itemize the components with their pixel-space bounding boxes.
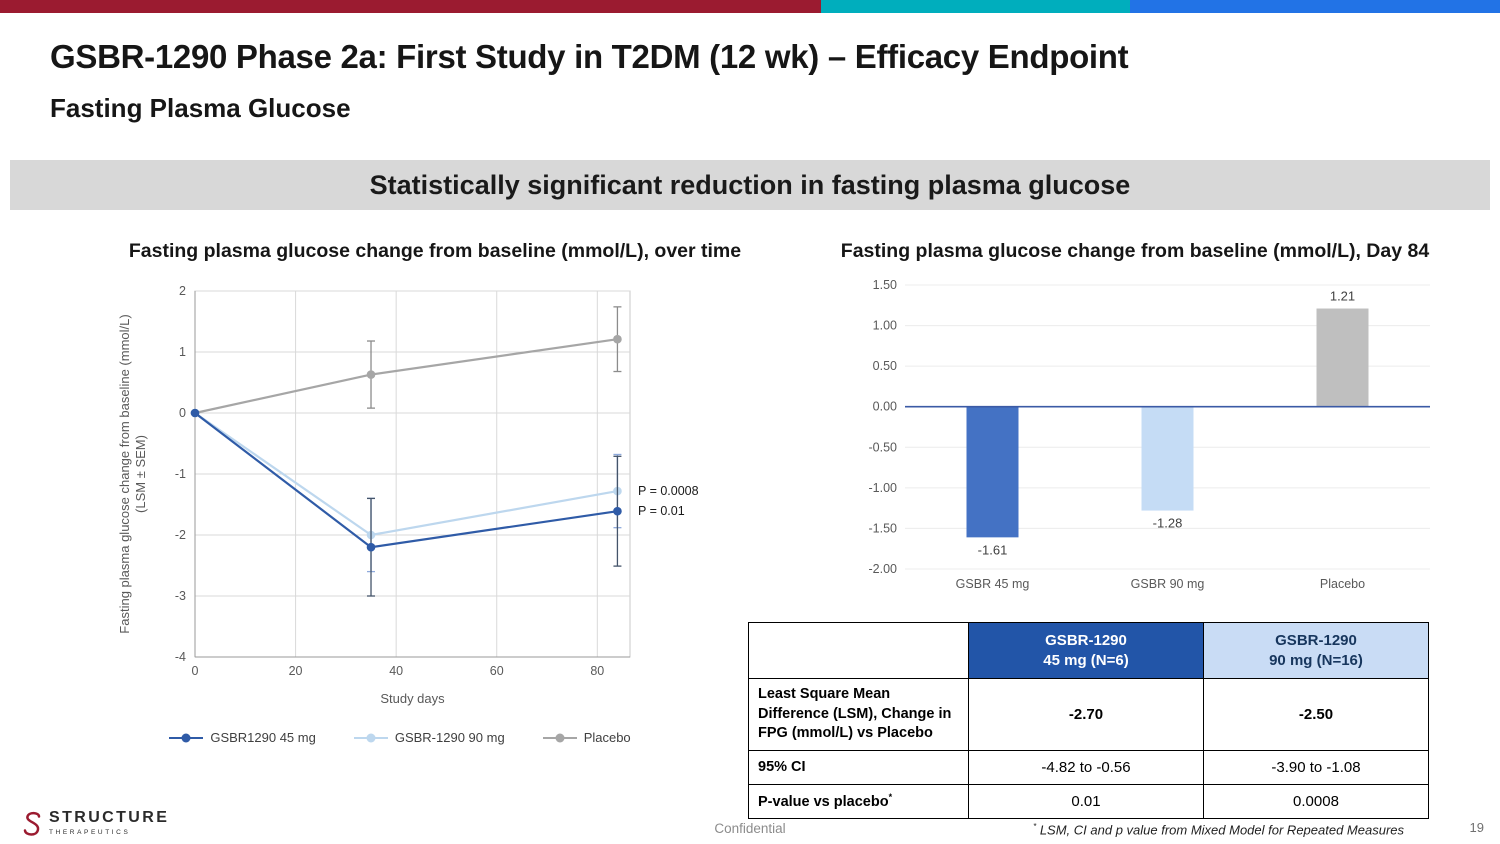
slide-title: GSBR-1290 Phase 2a: First Study in T2DM … [50,38,1129,75]
line-chart-title: Fasting plasma glucose change from basel… [128,240,742,262]
line-chart-svg: 2 1 0 -1 -2 -3 -4 0 20 40 60 80 P = 0.0008 P = 0.01 Fa… [117,284,699,706]
page-number: 19 [1469,820,1484,835]
table-cell-value: 0.0008 [1203,784,1429,819]
line-chart-legend: GSBR1290 45 mg GSBR-1290 90 mg Placebo [85,730,715,745]
legend-label: Placebo [583,730,631,745]
table-corner-cell [748,622,969,679]
svg-text:Fasting plasma glucose change: Fasting plasma glucose change from basel… [117,314,148,633]
svg-text:-2.00: -2.00 [869,562,898,576]
svg-text:GSBR 90 mg: GSBR 90 mg [1131,577,1205,591]
svg-text:-4: -4 [175,650,186,664]
structure-logo-icon [23,811,41,836]
svg-text:GSBR 45 mg: GSBR 45 mg [956,577,1030,591]
table-row-ci: 95% CI -4.82 to -0.56 -3.90 to -1.08 [748,750,1429,785]
legend-item: GSBR-1290 90 mg [353,730,505,745]
svg-text:0.00: 0.00 [873,400,897,414]
table-cell-value: -2.70 [968,678,1204,751]
svg-text:-3: -3 [175,589,186,603]
pvalue-label-text: P-value vs placebo [758,793,889,810]
svg-text:Study days: Study days [380,691,445,706]
legend-marker-icon [542,733,577,742]
legend-item: GSBR1290 45 mg [169,730,316,745]
svg-text:2: 2 [179,284,186,298]
table-cell-label: Least Square Mean Difference (LSM), Chan… [748,678,969,751]
svg-text:-1.61: -1.61 [978,542,1008,557]
bar-chart-svg: 1.50 1.00 0.50 0.00 -0.50 -1.00 -1.50 -2.00 -1.6… [869,278,1430,591]
table-row-lsm: Least Square Mean Difference (LSM), Chan… [748,678,1429,751]
footnote-star: * [1033,822,1037,831]
svg-text:1: 1 [179,345,186,359]
line-chart-section: Fasting plasma glucose change from basel… [85,240,785,745]
table-header-90mg-line2: 90 mg (N=16) [1269,651,1363,669]
svg-text:1.00: 1.00 [873,319,897,333]
svg-text:80: 80 [590,664,604,678]
table-cell-value: -4.82 to -0.56 [968,750,1204,785]
accent-segment-teal [820,0,1130,13]
table-header-45mg-line2: 45 mg (N=6) [1043,651,1129,669]
svg-text:P = 0.01: P = 0.01 [638,504,685,518]
structure-logo: STRUCTURE THERAPEUTICS [20,810,169,840]
table-cell-value: -3.90 to -1.08 [1203,750,1429,785]
table-header-90mg: GSBR-1290 90 mg (N=16) [1203,622,1429,679]
svg-text:0.50: 0.50 [873,359,897,373]
logo-name: STRUCTURE [49,809,170,826]
table-header-45mg: GSBR-1290 45 mg (N=6) [968,622,1204,679]
table-cell-label: P-value vs placebo* [748,784,969,819]
legend-marker-icon [353,733,388,742]
svg-text:-0.50: -0.50 [869,440,898,454]
svg-text:-1.28: -1.28 [1153,516,1183,531]
legend-marker-icon [169,733,204,742]
legend-label: GSBR1290 45 mg [210,730,316,745]
table-header-90mg-line1: GSBR-1290 [1275,632,1357,649]
svg-text:-1.00: -1.00 [869,481,898,495]
top-accent-bar [0,0,1500,13]
key-message-text: Statistically significant reduction in f… [369,169,1131,200]
svg-text:0: 0 [192,664,199,678]
svg-text:-2: -2 [175,528,186,542]
accent-segment-maroon [0,0,821,13]
footnote: * LSM, CI and p value from Mixed Model f… [1033,822,1404,837]
table-cell-value: -2.50 [1203,678,1429,751]
key-message-banner: Statistically significant reduction in f… [10,160,1490,210]
svg-text:P = 0.0008: P = 0.0008 [638,484,699,498]
svg-text:-1.50: -1.50 [869,521,898,535]
svg-text:1.21: 1.21 [1330,289,1355,304]
legend-item: Placebo [542,730,631,745]
slide-subtitle: Fasting Plasma Glucose [50,93,351,123]
bar-chart-title: Fasting plasma glucose change from basel… [840,240,1430,262]
logo-subtext: THERAPEUTICS [49,829,131,836]
table-cell-value: 0.01 [968,784,1204,819]
svg-text:Placebo: Placebo [1320,577,1365,591]
svg-text:0: 0 [179,406,186,420]
bar-chart-section: Fasting plasma glucose change from basel… [800,240,1470,612]
table-cell-label: 95% CI [748,750,969,785]
footnote-text: LSM, CI and p value from Mixed Model for… [1039,822,1404,838]
legend-label: GSBR-1290 90 mg [394,730,505,745]
confidential-label: Confidential [714,821,786,836]
svg-text:20: 20 [289,664,303,678]
pvalue-label-sup: * [888,791,893,802]
results-table: GSBR-1290 45 mg (N=6) GSBR-1290 90 mg (N… [748,622,1429,819]
svg-text:60: 60 [490,664,504,678]
svg-text:1.50: 1.50 [873,278,897,292]
table-header-45mg-line1: GSBR-1290 [1045,632,1127,649]
table-row-pvalue: P-value vs placebo* 0.01 0.0008 [748,784,1429,819]
table-header-row: GSBR-1290 45 mg (N=6) GSBR-1290 90 mg (N… [748,622,1429,679]
svg-text:40: 40 [389,664,403,678]
accent-segment-blue [1129,0,1500,13]
svg-text:-1: -1 [175,467,186,481]
